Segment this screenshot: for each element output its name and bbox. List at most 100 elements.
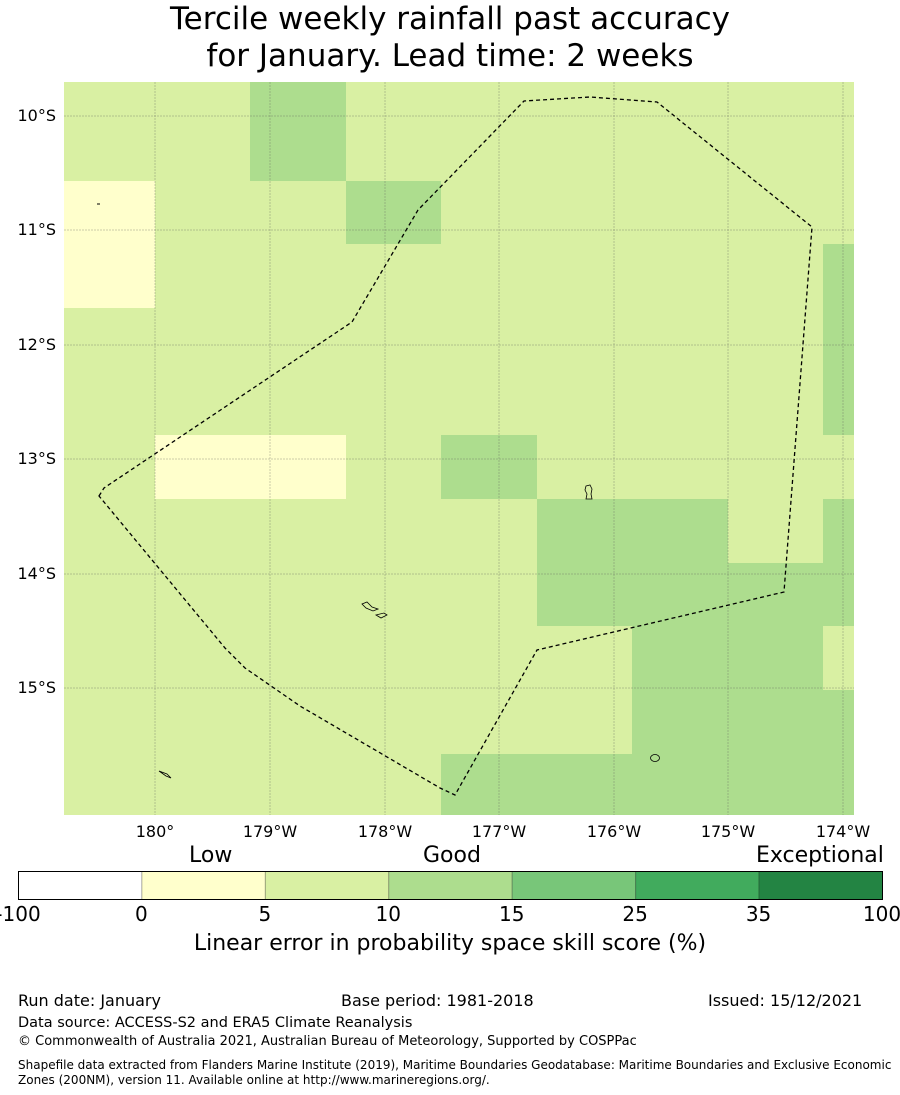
island-savaii-upolu <box>361 601 388 619</box>
map-cell <box>441 499 538 564</box>
colorbar-bin <box>758 871 883 900</box>
map-cell <box>250 626 347 691</box>
map-cell <box>64 754 156 815</box>
map-cell <box>632 754 729 815</box>
map-cell <box>728 308 824 372</box>
map-cell <box>728 499 824 564</box>
colorbar-bin <box>511 871 637 900</box>
map-cell <box>250 563 347 627</box>
map-cell <box>250 181 347 245</box>
map-cell <box>64 626 156 691</box>
map-cell <box>155 82 251 119</box>
map-cell <box>823 499 854 564</box>
map-cell <box>155 244 251 309</box>
colorbar-bin <box>18 871 143 900</box>
map-cell <box>155 371 251 436</box>
map-cell <box>441 118 538 182</box>
map-cell <box>64 435 156 500</box>
island-wallis <box>158 770 172 779</box>
map-cell <box>632 118 729 182</box>
base-period: Base period: 1981-2018 <box>341 991 534 1010</box>
eez-boundary <box>98 96 813 796</box>
map-cell <box>250 308 347 372</box>
map-cell <box>537 82 633 119</box>
map-cell <box>728 181 824 245</box>
colorbar-bin <box>388 871 513 900</box>
map-cell <box>632 244 729 309</box>
map-cell <box>632 499 729 564</box>
map-cell <box>632 308 729 372</box>
lat-label: 12°S <box>17 335 56 354</box>
title-line-1: Tercile weekly rainfall past accuracy <box>170 1 730 37</box>
map-cell <box>441 754 538 815</box>
map-cell <box>346 371 442 436</box>
lat-label: 15°S <box>17 678 56 697</box>
map-cell <box>823 371 854 436</box>
colorbar-label-exceptional: Exceptional <box>756 843 884 868</box>
map-cell <box>441 626 538 691</box>
map-cell <box>537 435 633 500</box>
map-cell <box>155 308 251 372</box>
map-cell <box>632 371 729 436</box>
map-cell <box>537 626 633 691</box>
map-cell <box>537 690 633 755</box>
map-cell <box>537 308 633 372</box>
map-cell <box>346 690 442 755</box>
map-cell <box>728 563 824 627</box>
colorbar <box>18 871 883 900</box>
map-cell <box>64 308 156 372</box>
colorbar-tick-label: 25 <box>622 902 648 926</box>
map-cell <box>64 563 156 627</box>
map-cell <box>728 690 824 755</box>
island-swains <box>584 484 593 500</box>
map-cell <box>632 82 729 119</box>
colorbar-title: Linear error in probability space skill … <box>193 931 707 956</box>
lat-label: 10°S <box>17 106 56 125</box>
map-cell <box>728 371 824 436</box>
map-cell <box>346 181 442 245</box>
map-cell <box>250 435 347 500</box>
colorbar-label-low: Low <box>189 843 233 868</box>
colorbar-tick-label: 5 <box>258 902 272 926</box>
lat-label: 11°S <box>17 220 56 239</box>
map-cell <box>728 118 824 182</box>
map-cell <box>537 244 633 309</box>
map-cell <box>441 181 538 245</box>
lon-label: 176°W <box>586 822 642 841</box>
map-cell <box>441 244 538 309</box>
map-cell <box>155 626 251 691</box>
map-canvas <box>64 82 854 815</box>
map-cell <box>537 754 633 815</box>
map-cell <box>155 181 251 245</box>
map-cell <box>632 435 729 500</box>
map-cell <box>632 181 729 245</box>
map-cell <box>155 754 251 815</box>
colorbar-bin <box>141 871 266 900</box>
map-cell <box>64 371 156 436</box>
map-cell <box>728 754 824 815</box>
map-cell <box>728 435 824 500</box>
map-cell <box>155 499 251 564</box>
map-cell <box>537 118 633 182</box>
title-line-2: for January. Lead time: 2 weeks <box>206 38 694 74</box>
map-cell <box>823 118 854 182</box>
map-cell <box>346 244 442 309</box>
colorbar-label-good: Good <box>423 843 481 868</box>
map-cell <box>441 563 538 627</box>
lon-label: 179°W <box>242 822 298 841</box>
map-cell <box>250 499 347 564</box>
map-cell <box>64 244 156 309</box>
map-cell <box>823 308 854 372</box>
lon-label: 175°W <box>700 822 756 841</box>
map-cell <box>537 371 633 436</box>
map-cell <box>64 118 156 182</box>
map-cell <box>346 82 442 119</box>
colorbar-tick-label: 35 <box>745 902 772 926</box>
map-cell <box>441 371 538 436</box>
colorbar-tick-label: 0 <box>135 902 148 926</box>
lon-label: 174°W <box>815 822 871 841</box>
map-cell <box>346 435 442 500</box>
shapefile-credit-1: Shapefile data extracted from Flanders M… <box>18 1058 892 1072</box>
map-cell <box>537 499 633 564</box>
